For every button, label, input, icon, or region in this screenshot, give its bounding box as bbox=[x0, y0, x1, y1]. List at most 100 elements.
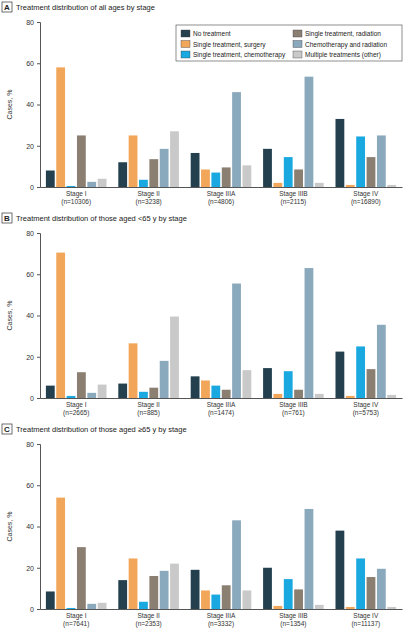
bars bbox=[46, 67, 396, 187]
bar bbox=[335, 531, 344, 609]
bar bbox=[56, 253, 65, 398]
y-tick-label: 20 bbox=[26, 564, 34, 571]
x-tick-label: Stage IIIB(n=2115) bbox=[279, 190, 308, 206]
y-tick-mark bbox=[37, 485, 40, 486]
y-tick-mark bbox=[37, 22, 40, 23]
bar bbox=[77, 547, 86, 609]
bar bbox=[242, 165, 251, 187]
x-tick-label: Stage IIIB(n=1354) bbox=[279, 612, 308, 628]
bar bbox=[222, 167, 231, 187]
y-tick-label: 40 bbox=[26, 101, 34, 108]
x-tick: Stage IV(n=16890) bbox=[351, 187, 381, 206]
bar bbox=[356, 136, 365, 187]
y-tick-label: 0 bbox=[30, 184, 34, 191]
bar bbox=[67, 186, 76, 187]
x-tick-label: Stage I(n=7641) bbox=[63, 612, 89, 628]
x-axis: Stage I(n=2665)Stage II(n=885)Stage IIIA… bbox=[41, 398, 403, 417]
bar bbox=[56, 67, 65, 187]
bar bbox=[139, 602, 148, 609]
y-tick: 20 bbox=[26, 353, 40, 360]
bar bbox=[305, 509, 314, 609]
chart-title: Treatment distribution of those aged <65… bbox=[16, 214, 187, 223]
figure: A Treatment distribution of all ages by s… bbox=[0, 0, 406, 640]
y-tick-mark bbox=[37, 568, 40, 569]
x-tick: Stage II(n=2353) bbox=[135, 609, 161, 628]
y-tick: 20 bbox=[26, 564, 40, 571]
bar bbox=[118, 162, 127, 187]
y-tick: 40 bbox=[26, 312, 40, 319]
x-axis-line bbox=[41, 187, 403, 188]
panel-label: A bbox=[4, 3, 10, 12]
x-tick-label: Stage IV(n=11137) bbox=[351, 612, 380, 628]
y-tick: 80 bbox=[26, 441, 40, 448]
y-tick-label: 20 bbox=[26, 353, 34, 360]
y-tick-label: 80 bbox=[26, 230, 34, 237]
legend-swatch bbox=[181, 30, 190, 37]
bar bbox=[232, 284, 241, 398]
bar bbox=[87, 182, 96, 187]
legend-swatch bbox=[293, 41, 302, 48]
x-tick: Stage II(n=3238) bbox=[135, 187, 161, 206]
y-axis-title: Cases, % bbox=[6, 301, 13, 331]
bar bbox=[139, 392, 148, 398]
bar bbox=[367, 157, 376, 187]
panel: CTreatment distribution of those aged ≥6… bbox=[2, 424, 403, 628]
bar bbox=[222, 585, 231, 609]
y-tick-mark bbox=[37, 233, 40, 234]
x-tick-label: Stage I(n=10306) bbox=[61, 190, 91, 206]
bar bbox=[367, 369, 376, 398]
bars bbox=[46, 253, 396, 398]
y-axis-line bbox=[37, 23, 41, 188]
y-axis: 020406080 bbox=[26, 230, 40, 402]
x-tick-label: Stage IIIA(n=4806) bbox=[207, 190, 236, 206]
y-tick-label: 0 bbox=[30, 606, 34, 613]
y-tick-mark bbox=[37, 274, 40, 275]
bar bbox=[335, 119, 344, 187]
panel: A Treatment distribution of all ages by s… bbox=[2, 2, 403, 206]
bar bbox=[56, 498, 65, 609]
y-tick-label: 40 bbox=[26, 523, 34, 530]
legend-label: Single treatment, surgery bbox=[193, 41, 266, 49]
bar bbox=[149, 159, 158, 187]
y-tick-label: 80 bbox=[26, 19, 34, 26]
bar bbox=[222, 390, 231, 398]
bar bbox=[263, 149, 272, 187]
y-axis-line bbox=[37, 234, 41, 399]
bar bbox=[67, 396, 76, 398]
chart-title: Treatment distribution of those aged ≥65… bbox=[16, 425, 187, 434]
panel: BTreatment distribution of those aged <6… bbox=[2, 213, 403, 417]
bar bbox=[98, 603, 107, 609]
y-tick-label: 60 bbox=[26, 482, 34, 489]
bar bbox=[263, 568, 272, 609]
y-tick-mark bbox=[37, 444, 40, 445]
x-axis: Stage I(n=7641) Stage II(n=2353) Stage III… bbox=[41, 609, 403, 628]
x-axis-line bbox=[41, 398, 403, 399]
bar bbox=[346, 607, 355, 609]
legend-label: No treatment bbox=[193, 30, 231, 37]
bar bbox=[160, 149, 169, 187]
x-tick: Stage IIIA(n=1474) bbox=[207, 398, 236, 417]
y-tick-label: 60 bbox=[26, 60, 34, 67]
bar bbox=[87, 393, 96, 398]
y-axis: 020406080 bbox=[26, 19, 40, 191]
y-axis-line bbox=[37, 445, 41, 610]
bar bbox=[160, 361, 169, 398]
bar bbox=[211, 386, 220, 398]
bar bbox=[356, 346, 365, 398]
x-tick-label: Stage IIIB(n=761) bbox=[279, 401, 308, 417]
y-tick: 60 bbox=[26, 60, 40, 67]
bar bbox=[356, 558, 365, 609]
bar bbox=[367, 577, 376, 609]
chart-title: Treatment distribution of all ages by st… bbox=[16, 3, 155, 12]
bar bbox=[335, 352, 344, 398]
bar bbox=[149, 388, 158, 398]
bar bbox=[284, 157, 293, 187]
bar bbox=[98, 179, 107, 187]
legend-swatch bbox=[293, 51, 302, 58]
legend: No treatmentSingle treatment, surgerySin… bbox=[176, 25, 402, 61]
bar bbox=[201, 380, 210, 398]
bar bbox=[46, 386, 55, 398]
x-axis-line bbox=[41, 609, 403, 610]
bar bbox=[387, 395, 396, 398]
bar bbox=[46, 591, 55, 609]
